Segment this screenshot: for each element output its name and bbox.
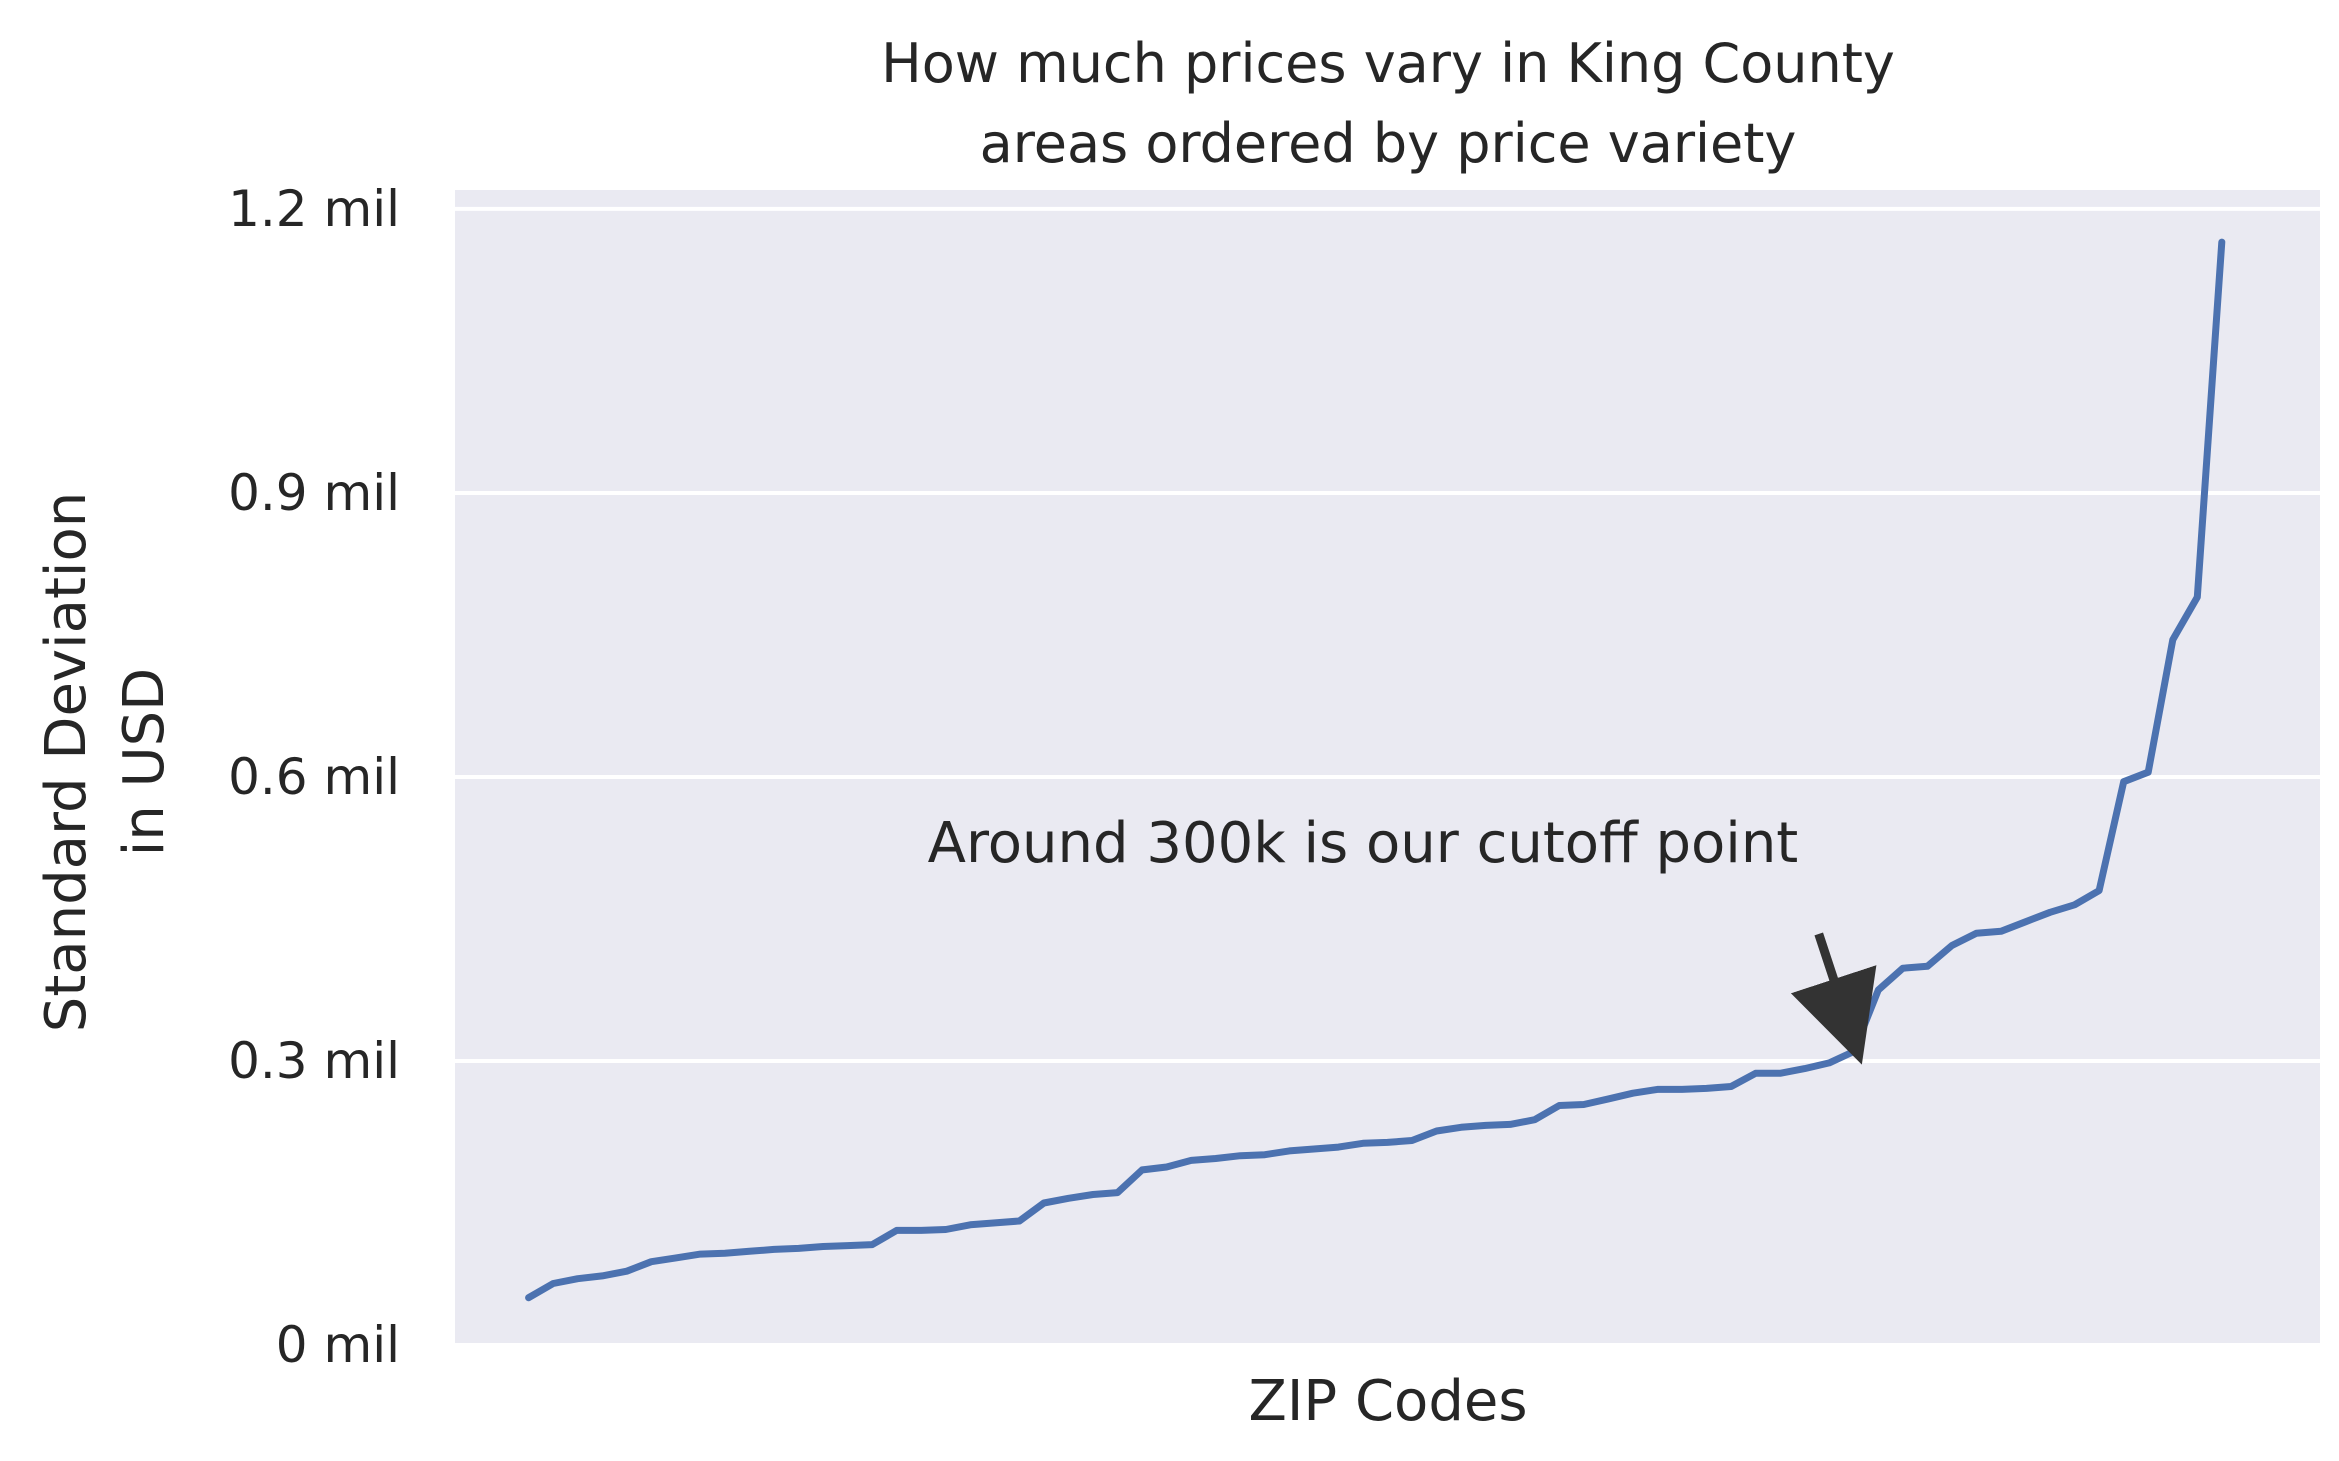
data-point	[2000, 931, 2001, 932]
data-point	[823, 1246, 824, 1247]
data-point	[2148, 772, 2149, 773]
y-tick-label: 0.3 mil	[228, 1032, 400, 1090]
data-point	[1117, 1192, 1118, 1193]
chart-title-line-2: areas ordered by price variety	[980, 112, 1797, 175]
data-point	[1608, 1098, 1609, 1099]
data-point	[945, 1229, 946, 1230]
data-point	[1559, 1105, 1560, 1106]
data-point	[774, 1249, 775, 1250]
y-tick-label: 0 mil	[276, 1316, 400, 1374]
data-point	[724, 1253, 725, 1254]
data-point	[1068, 1198, 1069, 1199]
data-point	[2050, 912, 2051, 913]
data-point	[2025, 921, 2026, 922]
data-point	[2197, 597, 2198, 598]
data-point	[847, 1245, 848, 1246]
data-point	[1240, 1155, 1241, 1156]
data-point	[1510, 1124, 1511, 1125]
y-tick-label: 1.2 mil	[228, 180, 400, 238]
data-point	[1387, 1142, 1388, 1143]
data-point	[1927, 966, 1928, 967]
y-tick-label: 0.9 mil	[228, 464, 400, 522]
data-point	[1657, 1089, 1658, 1090]
y-tick-label: 0.6 mil	[228, 748, 400, 806]
data-point	[2221, 242, 2222, 243]
data-point	[1142, 1169, 1143, 1170]
data-point	[1534, 1119, 1535, 1120]
data-point	[1338, 1147, 1339, 1148]
data-point	[602, 1275, 603, 1276]
y-axis-label-line-2: in USD	[112, 668, 177, 857]
data-point	[1951, 945, 1952, 946]
data-point	[1412, 1140, 1413, 1141]
data-point	[577, 1278, 578, 1279]
chart-title-line-1: How much prices vary in King County	[881, 32, 1895, 95]
data-point	[1436, 1131, 1437, 1132]
data-point	[1191, 1160, 1192, 1161]
data-point	[528, 1297, 529, 1298]
data-point	[921, 1230, 922, 1231]
data-point	[651, 1261, 652, 1262]
data-point	[626, 1271, 627, 1272]
data-point	[675, 1257, 676, 1258]
data-point	[1853, 1051, 1854, 1052]
data-point	[1583, 1104, 1584, 1105]
data-point	[1902, 968, 1903, 969]
data-point	[1755, 1073, 1756, 1074]
data-point	[970, 1224, 971, 1225]
annotation-arrow	[1790, 932, 1877, 1065]
data-point	[1829, 1062, 1830, 1063]
plot-area	[455, 190, 2320, 1345]
data-point	[1681, 1089, 1682, 1090]
data-point	[553, 1283, 554, 1284]
data-point	[994, 1222, 995, 1223]
series-line	[525, 238, 2226, 1302]
data-point	[2099, 890, 2100, 891]
annotation-text: Around 300k is our cutoff point	[928, 811, 1799, 876]
data-point	[1731, 1086, 1732, 1087]
data-point	[1485, 1125, 1486, 1126]
data-point	[1215, 1158, 1216, 1159]
data-point	[1706, 1088, 1707, 1089]
data-point	[749, 1251, 750, 1252]
data-point	[1093, 1194, 1094, 1195]
data-point	[1976, 933, 1977, 934]
data-point	[896, 1230, 897, 1231]
data-point	[798, 1248, 799, 1249]
data-point	[1461, 1127, 1462, 1128]
data-point	[2172, 639, 2173, 640]
data-point	[1019, 1220, 1020, 1221]
data-point	[1780, 1073, 1781, 1074]
data-point	[1878, 989, 1879, 990]
y-axis-label-line-1: Standard Deviation	[34, 492, 99, 1032]
data-point	[1804, 1068, 1805, 1069]
data-point	[1264, 1154, 1265, 1155]
data-point	[2074, 904, 2075, 905]
data-point	[872, 1244, 873, 1245]
data-point	[1166, 1167, 1167, 1168]
data-point	[1043, 1202, 1044, 1203]
data-point	[1632, 1093, 1633, 1094]
data-point	[700, 1254, 701, 1255]
data-point	[1313, 1149, 1314, 1150]
data-point	[2123, 781, 2124, 782]
data-point	[1362, 1143, 1363, 1144]
x-axis-label: ZIP Codes	[1249, 1369, 1528, 1434]
data-point	[1289, 1150, 1290, 1151]
